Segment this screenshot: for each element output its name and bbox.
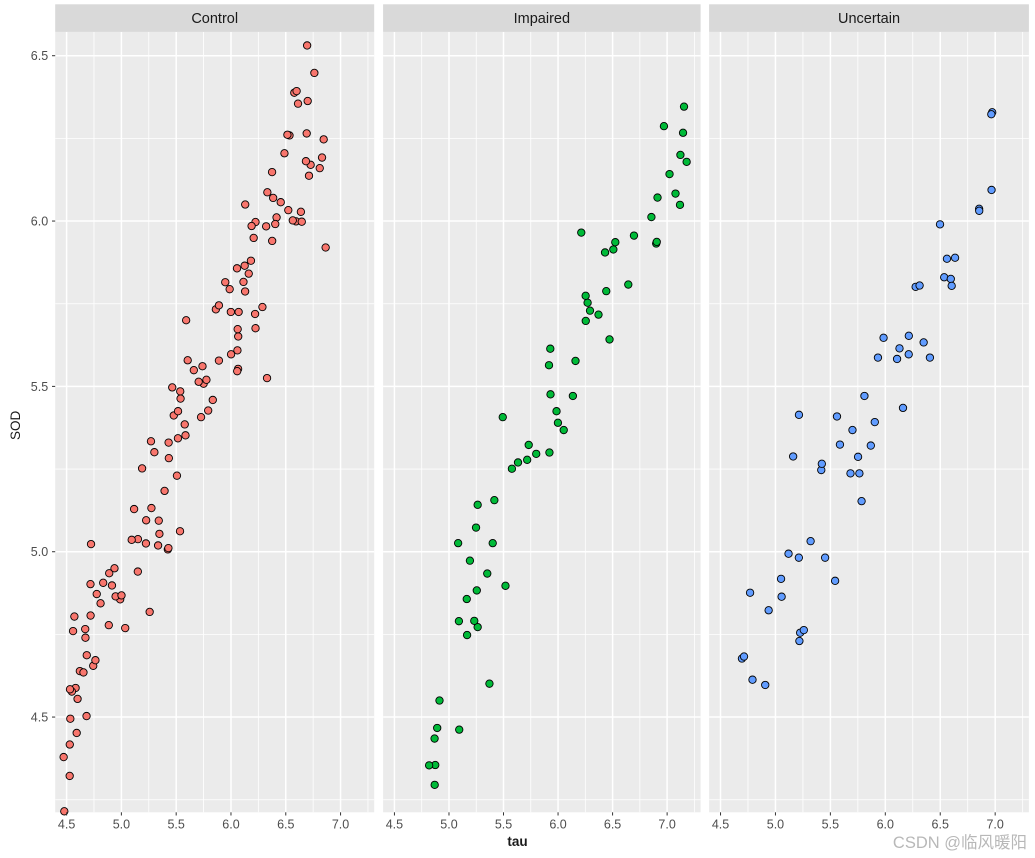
svg-text:7.0: 7.0 <box>332 817 349 831</box>
svg-text:5.0: 5.0 <box>767 817 784 831</box>
svg-text:4.5: 4.5 <box>31 711 48 725</box>
svg-text:Impaired: Impaired <box>514 11 570 27</box>
svg-text:6.0: 6.0 <box>877 817 894 831</box>
svg-text:6.0: 6.0 <box>31 215 48 229</box>
svg-text:4.5: 4.5 <box>386 817 403 831</box>
svg-text:6.0: 6.0 <box>549 817 566 831</box>
svg-text:5.5: 5.5 <box>31 380 48 394</box>
svg-text:6.0: 6.0 <box>222 817 239 831</box>
svg-text:6.5: 6.5 <box>604 817 621 831</box>
svg-text:Uncertain: Uncertain <box>838 11 900 27</box>
svg-text:Control: Control <box>191 11 238 27</box>
svg-text:5.5: 5.5 <box>822 817 839 831</box>
svg-text:5.5: 5.5 <box>495 817 512 831</box>
svg-text:5.5: 5.5 <box>167 817 184 831</box>
svg-text:4.5: 4.5 <box>712 817 729 831</box>
svg-text:7.0: 7.0 <box>658 817 675 831</box>
svg-text:5.0: 5.0 <box>440 817 457 831</box>
svg-text:5.0: 5.0 <box>31 545 48 559</box>
svg-text:6.5: 6.5 <box>31 49 48 63</box>
svg-text:6.5: 6.5 <box>277 817 294 831</box>
svg-text:5.0: 5.0 <box>113 817 130 831</box>
svg-text:4.5: 4.5 <box>58 817 75 831</box>
